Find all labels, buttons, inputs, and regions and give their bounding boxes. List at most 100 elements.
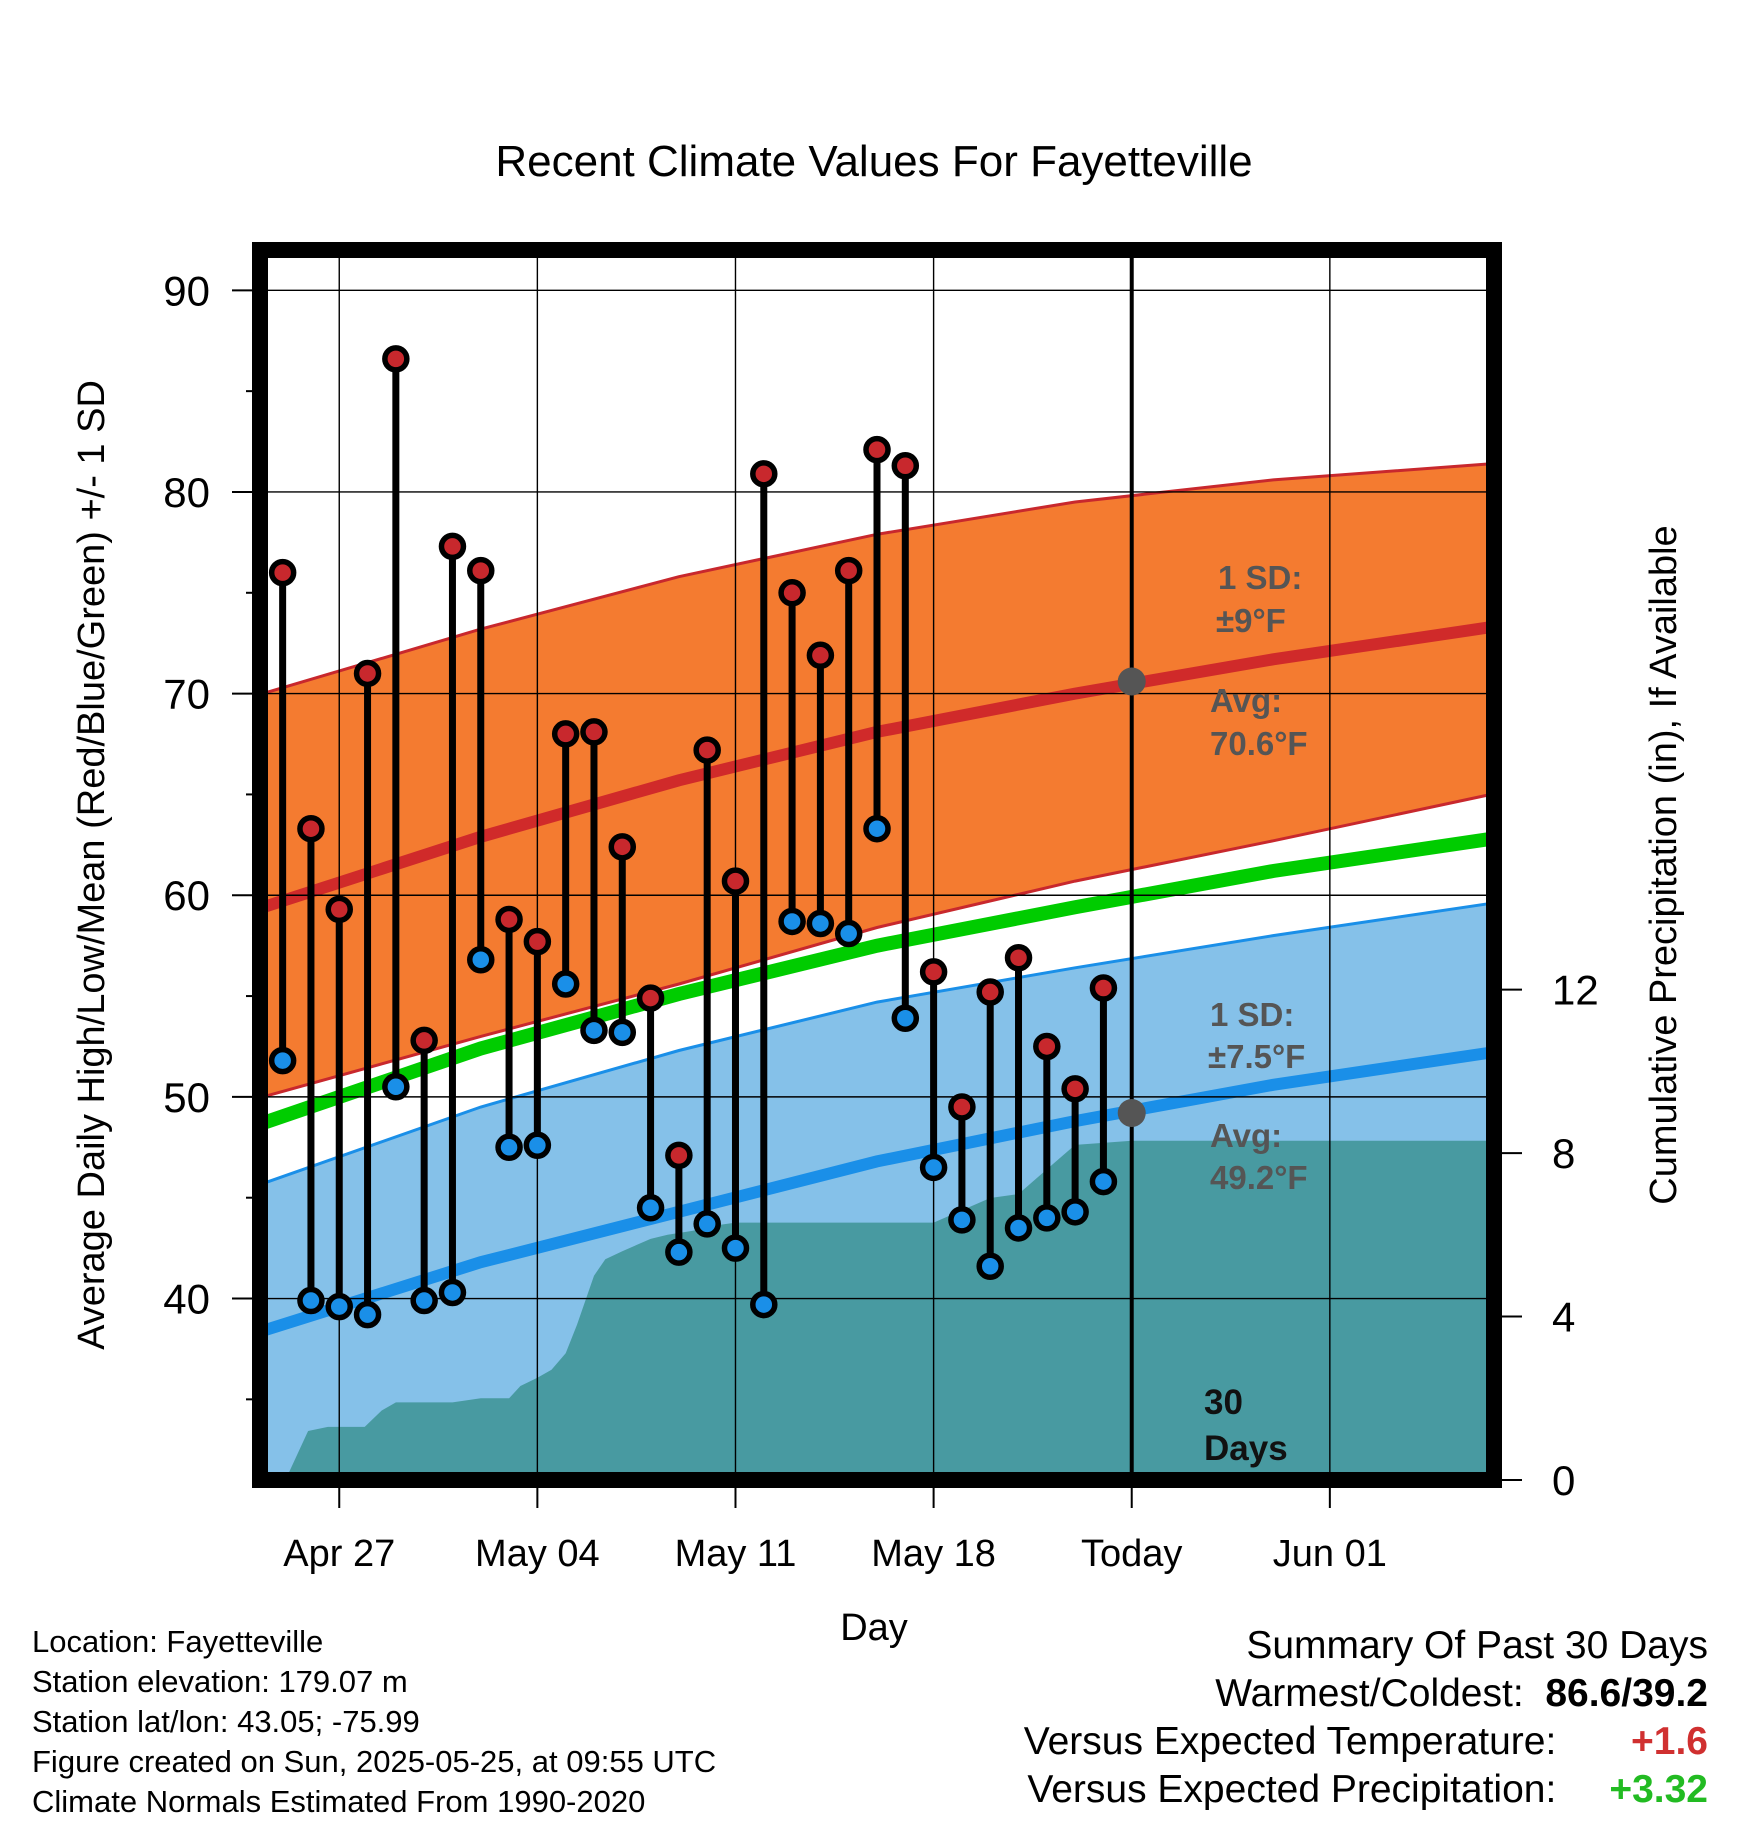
daily-high-point	[948, 1093, 976, 1121]
daily-high-point	[523, 927, 552, 956]
daily-low-point	[438, 1278, 467, 1307]
temp-label: Versus Expected Temperature:	[1023, 1720, 1557, 1763]
daily-low-point	[693, 1210, 721, 1238]
y2-tick-label: 8	[1552, 1130, 1575, 1177]
daily-high-point	[353, 659, 382, 688]
daily-high-point	[778, 579, 806, 607]
y-tick-label: 70	[163, 671, 210, 718]
station-info: Location: Fayetteville Station elevation…	[32, 1622, 716, 1822]
daily-high-point	[580, 718, 608, 746]
daily-low-point	[467, 946, 495, 974]
low-avg-label: Avg:	[1210, 1117, 1282, 1154]
daily-high-point	[891, 452, 920, 480]
daily-low-point	[919, 1153, 948, 1182]
low-sd-band-upper-edge	[262, 901, 1492, 1186]
daily-high-point	[551, 720, 580, 748]
daily-low-point	[353, 1300, 382, 1329]
daily-low-point	[410, 1286, 438, 1315]
daily-high-point	[693, 736, 721, 764]
daily-high-point	[1033, 1032, 1061, 1061]
daily-low-point	[608, 1018, 637, 1047]
daily-low-point	[1061, 1198, 1089, 1226]
days-count-label: 30	[1204, 1383, 1243, 1422]
warm-cold-value: 86.6/39.2	[1545, 1672, 1708, 1715]
normal-low-line	[260, 1046, 1493, 1337]
daily-high-point	[636, 984, 665, 1012]
daily-high-point	[495, 905, 523, 934]
high-sd-value: ±9°F	[1216, 602, 1286, 639]
x-axis-label: Day	[840, 1607, 908, 1649]
daily-low-point	[891, 1004, 920, 1032]
high-sd-band-lower-edge	[262, 792, 1492, 1099]
daily-high-point	[382, 345, 410, 373]
temp-value: +1.6	[1631, 1720, 1708, 1763]
high-avg-label: Avg:	[1210, 682, 1282, 719]
x-tick-label: Apr 27	[283, 1533, 395, 1575]
daily-low-point	[976, 1252, 1004, 1281]
y-tick-label: 80	[163, 469, 210, 516]
days-word-label: Days	[1204, 1429, 1288, 1468]
grid-lines	[260, 250, 1494, 1480]
high-avg-value: 70.6°F	[1210, 725, 1308, 762]
daily-high-point	[721, 867, 750, 895]
daily-low-point	[636, 1194, 665, 1222]
daily-high-point	[410, 1026, 438, 1055]
daily-low-point	[863, 814, 891, 843]
warm-cold-label: Warmest/Coldest:	[1215, 1672, 1524, 1715]
y-tick-label: 60	[163, 872, 210, 919]
daily-low-point	[778, 907, 806, 936]
x-tick-label: May 18	[871, 1533, 996, 1575]
summary-title: Summary Of Past 30 Days	[1246, 1624, 1708, 1667]
daily-high-point	[268, 558, 297, 587]
daily-high-point	[467, 556, 495, 585]
latlon-text: Station lat/lon: 43.05; -75.99	[32, 1704, 420, 1739]
y-tick-label: 50	[163, 1074, 210, 1121]
data-marks: 1 SD: ±9°F Avg: 70.6°F 1 SD: ±7.5°F Avg: 49.2°F…	[268, 250, 1308, 1480]
low-avg-today-dot	[1117, 1099, 1146, 1128]
daily-low-point	[750, 1290, 778, 1319]
precip-label: Versus Expected Precipitation:	[1027, 1768, 1557, 1811]
daily-high-point	[863, 435, 891, 464]
daily-high-point	[1061, 1075, 1089, 1103]
summary-temp: Versus Expected Temperature: +1.6	[1024, 1718, 1708, 1766]
daily-low-point	[268, 1046, 297, 1075]
daily-low-point	[806, 909, 835, 938]
daily-high-point	[438, 532, 467, 561]
low-sd-value: ±7.5°F	[1208, 1038, 1305, 1075]
y2-tick-label: 12	[1552, 967, 1599, 1014]
summary-warm-cold: Warmest/Coldest: 86.6/39.2	[1024, 1670, 1708, 1718]
y-axis-label: Average Daily High/Low/Mean (Red/Blue/Gr…	[71, 380, 113, 1350]
daily-low-point	[325, 1292, 353, 1321]
x-tick-label: May 04	[475, 1533, 600, 1575]
low-avg-value: 49.2°F	[1210, 1159, 1308, 1196]
daily-high-point	[608, 833, 637, 861]
precip-area	[262, 1140, 1492, 1480]
normal-mean-line	[260, 831, 1493, 1130]
daily-high-point	[919, 958, 948, 986]
created-text: Figure created on Sun, 2025-05-25, at 09…	[32, 1744, 717, 1779]
y2-tick-label: 0	[1552, 1457, 1575, 1504]
y-tick-label: 40	[163, 1276, 210, 1323]
summary-panel: Summary Of Past 30 Days Warmest/Coldest:…	[1024, 1622, 1708, 1814]
daily-low-point	[523, 1131, 552, 1160]
daily-low-point	[1004, 1214, 1033, 1242]
daily-low-point	[580, 1016, 608, 1045]
daily-low-point	[721, 1234, 750, 1262]
daily-high-point	[1089, 974, 1118, 1002]
daily-high-point	[665, 1141, 693, 1170]
x-tick-label: Today	[1081, 1533, 1182, 1575]
y2-axis-label: Cumulative Precipitation (in), If Availa…	[1643, 525, 1685, 1204]
daily-high-point	[806, 641, 835, 670]
y-tick-label: 90	[163, 267, 210, 314]
chart-title: Recent Climate Values For Fayetteville	[495, 137, 1252, 186]
daily-high-point	[750, 460, 778, 488]
daily-high-point	[1004, 944, 1033, 972]
low-sd-label: 1 SD:	[1210, 996, 1294, 1033]
daily-high-point	[834, 556, 863, 585]
daily-high-point	[976, 978, 1004, 1006]
precip-value: +3.32	[1609, 1768, 1708, 1811]
elevation-text: Station elevation: 179.07 m	[32, 1664, 408, 1699]
daily-low-point	[948, 1206, 976, 1234]
daily-low-point	[495, 1133, 523, 1162]
